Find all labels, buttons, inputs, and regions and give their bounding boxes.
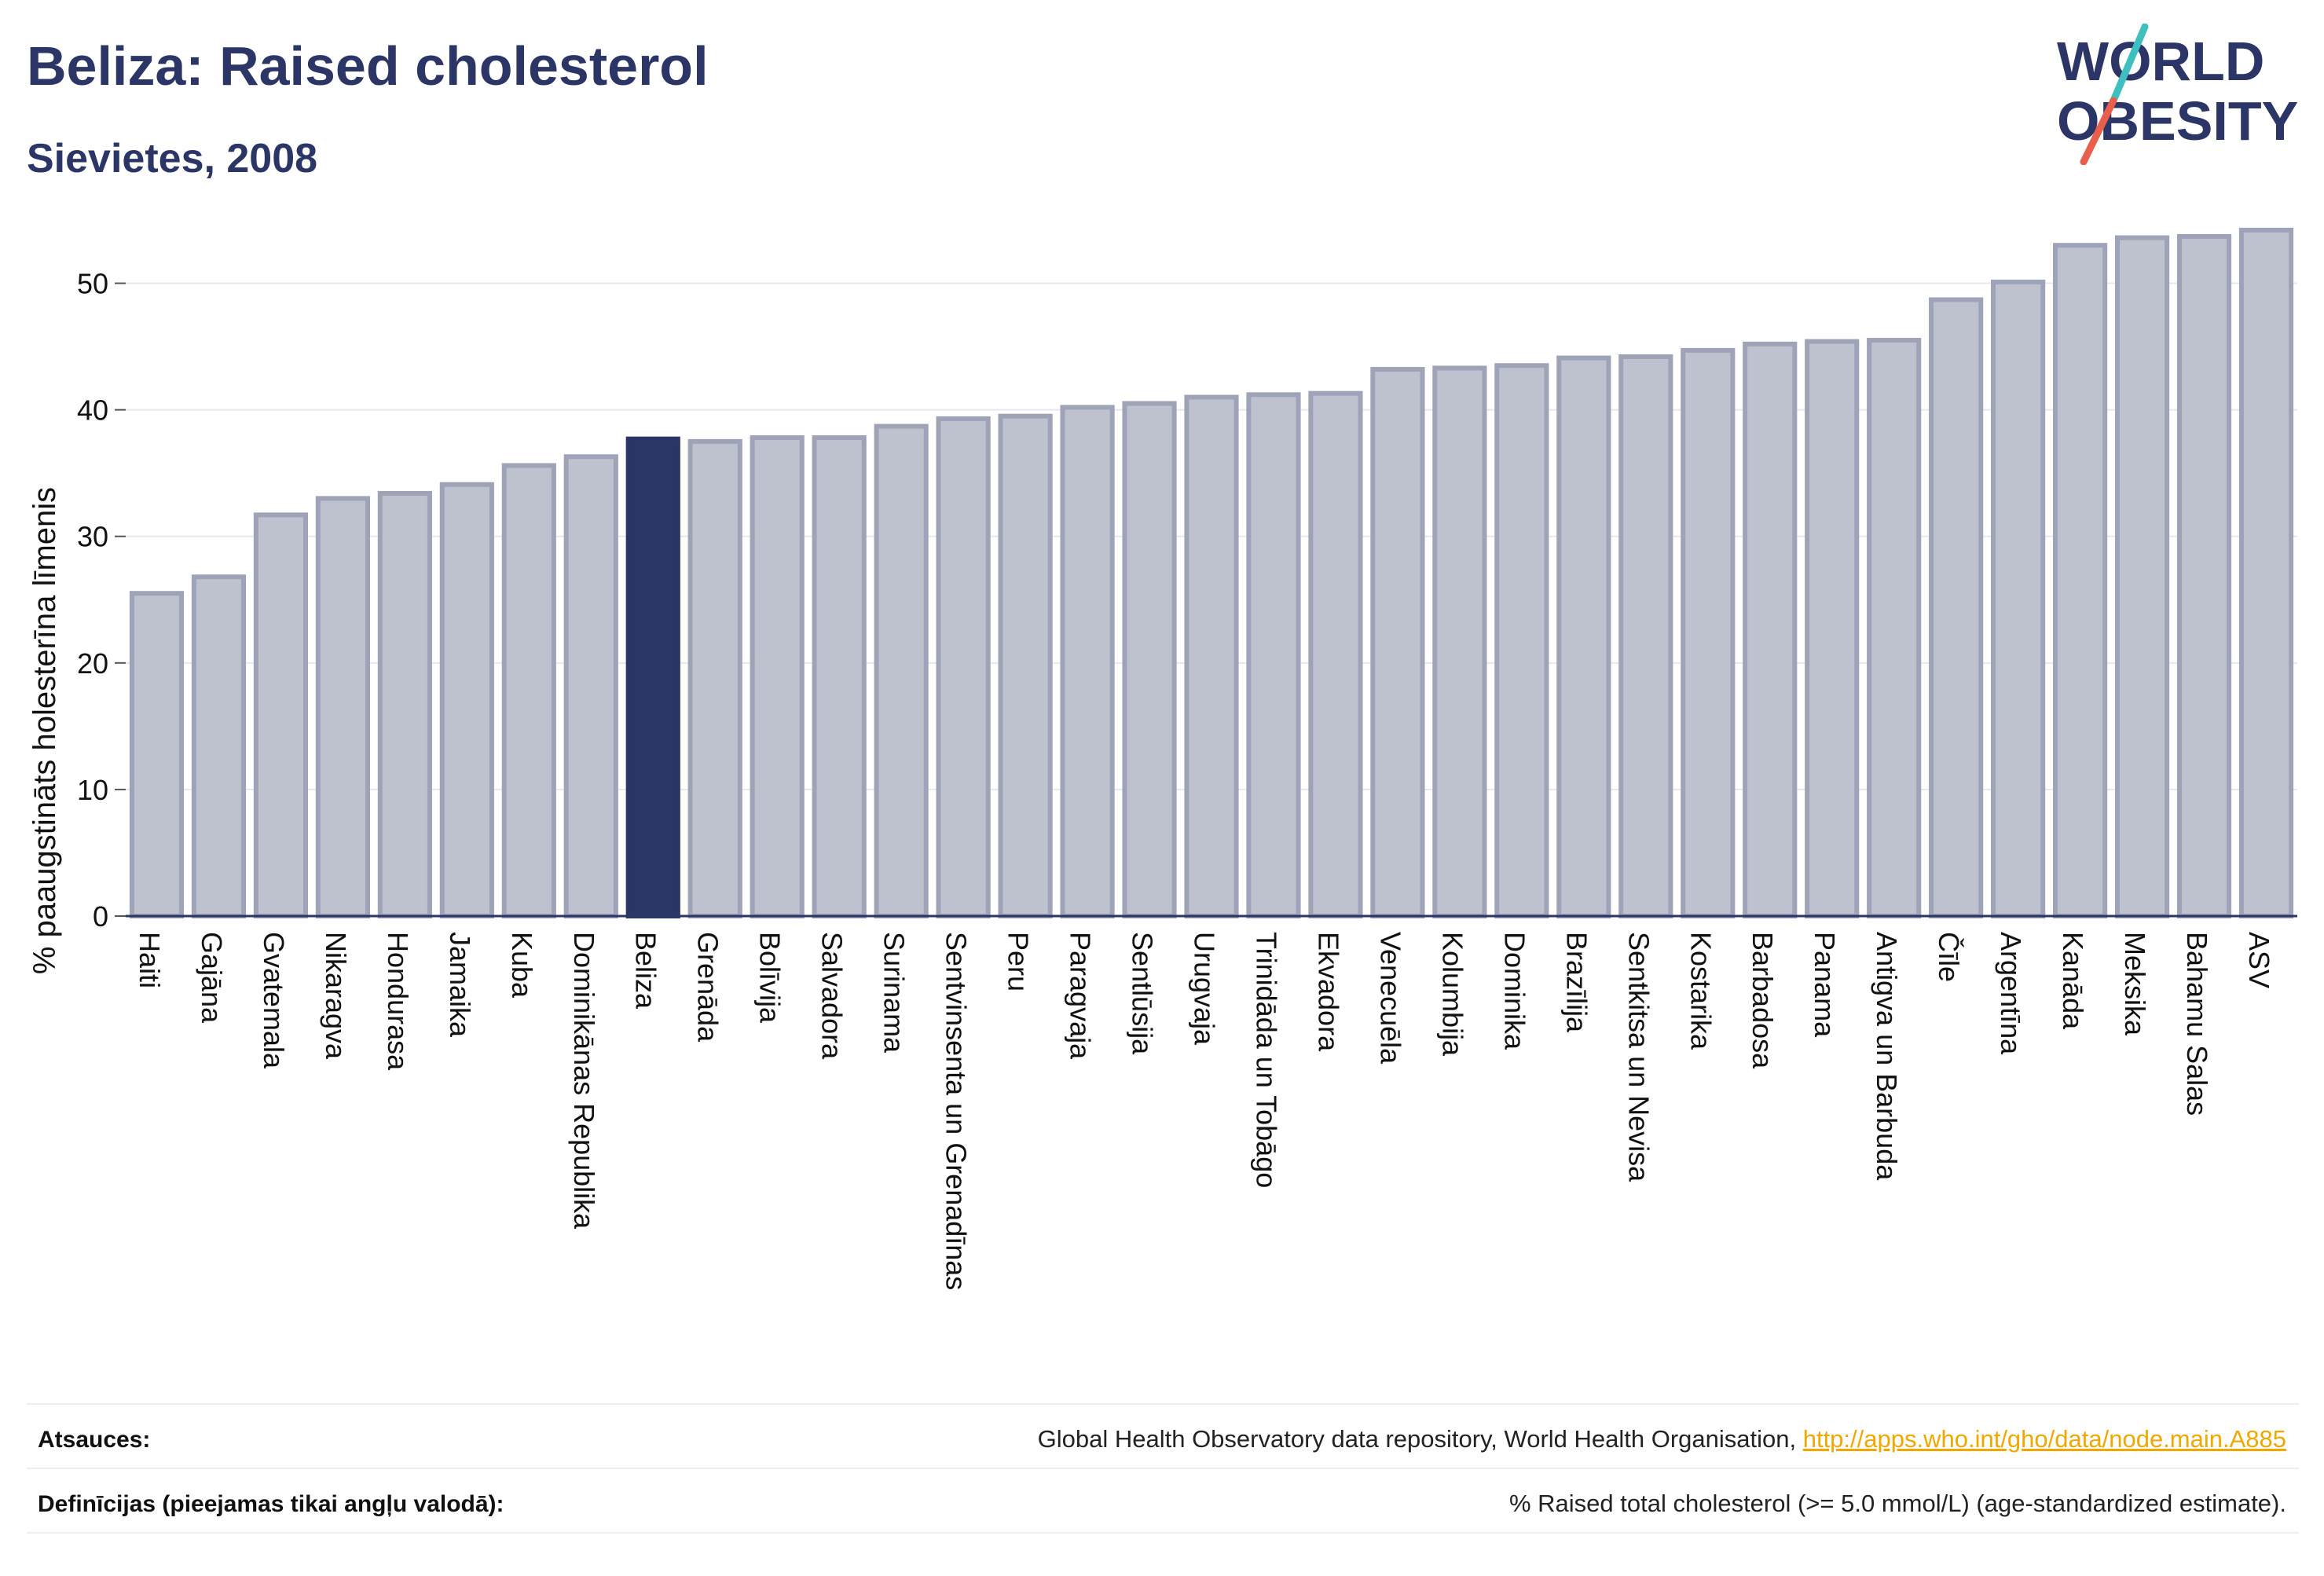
page-title: Beliza: Raised cholesterol <box>27 35 709 97</box>
category-label: Barbadosa <box>1747 932 1779 1069</box>
category-label: Paragvaja <box>1065 932 1097 1060</box>
bar-chart: 0 10 20 30 40 50 Haiti Gajāna Gvatemala Nikaragv… <box>27 227 2297 1290</box>
category-label: Kuba <box>506 932 538 999</box>
category-label: Bolīvija <box>754 932 786 1024</box>
bar <box>377 490 432 918</box>
category-label: Kanāda <box>2057 932 2089 1030</box>
bar <box>439 482 494 918</box>
category-label: Dominikānas Republika <box>568 932 600 1230</box>
bar <box>129 591 185 918</box>
bar <box>1556 355 1611 918</box>
category-label: Panama <box>1809 932 1841 1038</box>
bar <box>2114 235 2170 918</box>
definitions-label: Definīcijas (pieejamas tikai angļu valod… <box>38 1491 504 1517</box>
category-label: Salvadora <box>816 932 849 1060</box>
category-label: Grenāda <box>692 932 724 1043</box>
bar <box>1991 279 2046 918</box>
category-label: Sentkitsa un Nevisa <box>1622 932 1655 1182</box>
category-label: ASV <box>2243 932 2275 988</box>
bar <box>2176 233 2232 918</box>
bar <box>625 436 680 919</box>
logo-slash-teal <box>2110 24 2149 104</box>
bar <box>1246 392 1301 918</box>
bar <box>936 416 991 918</box>
bar <box>1494 363 1549 919</box>
bar <box>874 423 929 918</box>
bar <box>1805 339 1860 918</box>
svg-text:WORLD: WORLD <box>2057 31 2264 92</box>
category-label: Meksika <box>2119 932 2151 1036</box>
footer-divider <box>27 1403 2299 1405</box>
category-label: Trinidāda un Tobāgo <box>1250 932 1282 1188</box>
bar <box>2053 243 2108 918</box>
category-label: Kostarika <box>1684 932 1717 1050</box>
category-label: Gajāna <box>196 932 228 1024</box>
category-label: Sentlūsija <box>1127 932 1159 1055</box>
category-label: Peru <box>1003 932 1035 991</box>
bar <box>1681 347 1736 918</box>
bar <box>1184 394 1239 918</box>
bar <box>1743 341 1798 919</box>
bar <box>1432 365 1487 918</box>
sources-label: Atsauces: <box>38 1427 151 1453</box>
category-label: Gvatemala <box>258 932 290 1069</box>
bar <box>1618 354 1673 918</box>
sources-link[interactable]: http://apps.who.int/gho/data/node.main.A… <box>1802 1425 2286 1453</box>
bar <box>191 574 247 918</box>
y-tick-label: 50 <box>77 268 108 300</box>
category-label: Venecuēla <box>1374 932 1406 1065</box>
sources-text: Global Health Observatory data repositor… <box>1037 1425 1803 1453</box>
definitions-value: % Raised total cholesterol (>= 5.0 mmol/… <box>1508 1490 2286 1517</box>
category-label: Argentīna <box>1995 932 2027 1055</box>
bar <box>1867 338 1922 918</box>
category-label: Brazīlija <box>1560 932 1593 1033</box>
category-label: Nikaragva <box>320 932 352 1060</box>
bar <box>1122 401 1177 918</box>
bar <box>2238 227 2294 919</box>
y-tick-label: 10 <box>77 774 108 806</box>
category-label: Antigva un Barbuda <box>1871 932 1903 1181</box>
bar <box>501 463 556 918</box>
bar <box>1370 367 1425 918</box>
bars <box>129 227 2294 919</box>
footer-divider <box>27 1532 2299 1534</box>
bar <box>812 435 867 918</box>
bar <box>1308 390 1363 919</box>
bar <box>1060 405 1115 918</box>
category-label: Hondurasa <box>382 932 414 1071</box>
y-tick-label: 0 <box>93 900 108 933</box>
page-subtitle: Sievietes, 2008 <box>27 136 318 181</box>
axes: 0 10 20 30 40 50 <box>77 268 2297 933</box>
bar <box>253 512 309 918</box>
category-label: Haiti <box>134 932 166 988</box>
bar <box>1929 297 1984 919</box>
category-label: Ekvadora <box>1312 932 1344 1052</box>
logo-slash-red <box>2080 97 2117 165</box>
category-label: Surinama <box>878 932 911 1054</box>
category-label: Jamaika <box>444 932 476 1038</box>
y-axis-title: % paaugstināts holesterīna līmenis <box>27 487 62 974</box>
bar <box>315 496 370 918</box>
sources-value: Global Health Observatory data repositor… <box>1038 1425 2286 1453</box>
category-label: Dominika <box>1498 932 1530 1050</box>
category-label: Urugvaja <box>1188 932 1220 1046</box>
category-label: Beliza <box>630 932 662 1010</box>
y-tick-label: 30 <box>77 521 108 553</box>
bar <box>687 438 742 918</box>
footer-divider <box>27 1468 2299 1469</box>
category-label: Sentvinsenta un Grenadīnas <box>940 932 973 1290</box>
y-tick-label: 20 <box>77 647 108 680</box>
category-label: Kolumbija <box>1436 932 1468 1057</box>
y-tick-label: 40 <box>77 394 108 427</box>
bar <box>750 435 805 918</box>
bar <box>563 454 618 918</box>
world-obesity-logo: WORLD OBESITY <box>2057 24 2298 165</box>
bar <box>998 413 1053 918</box>
category-label: Čīle <box>1933 932 1965 982</box>
category-labels: Haiti Gajāna Gvatemala Nikaragva Hondurasa Ja… <box>134 932 2275 1290</box>
category-label: Bahamu Salas <box>2181 932 2213 1116</box>
